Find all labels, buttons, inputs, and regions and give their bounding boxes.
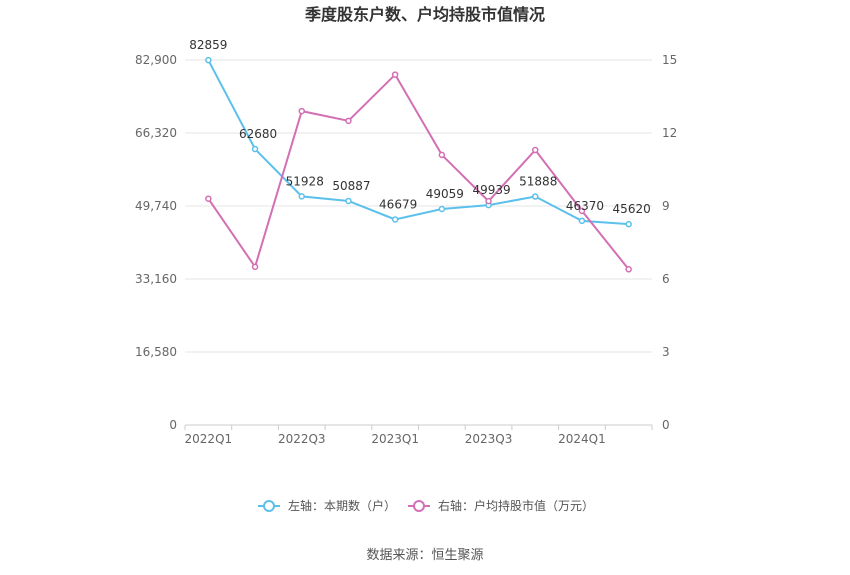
left-axis-tick-label: 33,160: [135, 272, 177, 286]
data-label: 51888: [519, 175, 557, 189]
data-point-right[interactable]: [625, 266, 632, 273]
data-label: 45620: [613, 202, 651, 216]
x-axis-tick-label: 2024Q1: [558, 432, 606, 446]
data-point-left[interactable]: [625, 220, 632, 228]
data-point-left[interactable]: [205, 56, 212, 64]
data-label: 46679: [379, 197, 417, 211]
data-label: 49939: [472, 183, 510, 197]
data-point-left[interactable]: [438, 205, 446, 213]
right-axis-tick-label: 12: [662, 126, 677, 140]
legend-marker-right: [413, 500, 425, 512]
right-axis-tick-label: 3: [662, 345, 670, 359]
series-line-left: [207, 59, 629, 226]
data-point-right[interactable]: [438, 151, 446, 159]
chart-title: 季度股东户数、户均持股市值情况: [304, 5, 545, 24]
grid: [185, 59, 652, 353]
legend-label-left: 左轴：本期数（户）: [288, 498, 396, 513]
right-axis-tick-label: 6: [662, 272, 670, 286]
data-label: 46370: [566, 199, 604, 213]
legend-item-right[interactable]: 右轴：户均持股市值（万元）: [408, 498, 594, 513]
data-point-left[interactable]: [578, 217, 586, 225]
legend-label-right: 右轴：户均持股市值（万元）: [438, 498, 594, 513]
legend[interactable]: 左轴：本期数（户） 右轴：户均持股市值（万元）: [258, 498, 594, 513]
left-axis-tick-label: 0: [169, 418, 177, 432]
data-point-right[interactable]: [485, 197, 492, 205]
series: [205, 56, 632, 273]
x-axis-tick-label: 2023Q1: [371, 432, 419, 446]
data-point-left[interactable]: [298, 193, 305, 200]
left-axis-tick-label: 16,580: [135, 345, 177, 359]
right-axis-tick-label: 0: [662, 418, 670, 432]
data-point-left[interactable]: [532, 193, 539, 200]
axes: 0 16,580 33,160 49,740 66,320 82,900 0 3 6 9 12 15 2…: [135, 53, 677, 446]
legend-item-left[interactable]: 左轴：本期数（户）: [258, 498, 396, 513]
data-point-right[interactable]: [251, 263, 259, 271]
data-point-right[interactable]: [298, 107, 305, 115]
data-point-right[interactable]: [345, 117, 352, 125]
left-axis-tick-label: 49,740: [135, 199, 177, 213]
right-axis-tick-label: 15: [662, 53, 677, 67]
data-point-left[interactable]: [251, 145, 259, 153]
legend-marker-left: [263, 500, 275, 512]
data-label: 51928: [286, 174, 324, 188]
data-label: 62680: [239, 127, 277, 141]
data-labels: 82859 62680 51928 50887 46679 49059 49939 51888…: [189, 38, 650, 216]
x-axis-tick-label: 2023Q3: [465, 432, 513, 446]
x-axis-tick-label: 2022Q3: [278, 432, 326, 446]
data-point-right[interactable]: [391, 71, 399, 78]
right-axis-tick-label: 9: [662, 199, 670, 213]
data-label: 50887: [332, 179, 370, 193]
data-point-right[interactable]: [578, 207, 586, 215]
data-point-left[interactable]: [391, 216, 399, 223]
left-axis-tick-label: 66,320: [135, 126, 177, 140]
data-label: 49059: [426, 187, 464, 201]
data-point-left[interactable]: [345, 197, 352, 205]
x-axis-tick-label: 2022Q1: [185, 432, 233, 446]
data-label: 82859: [189, 38, 227, 52]
left-axis-tick-label: 82,900: [135, 53, 177, 67]
data-point-right[interactable]: [205, 195, 212, 202]
data-point-right[interactable]: [532, 146, 539, 154]
source-note: 数据来源：恒生聚源: [366, 548, 483, 563]
series-line-right: [207, 72, 630, 270]
